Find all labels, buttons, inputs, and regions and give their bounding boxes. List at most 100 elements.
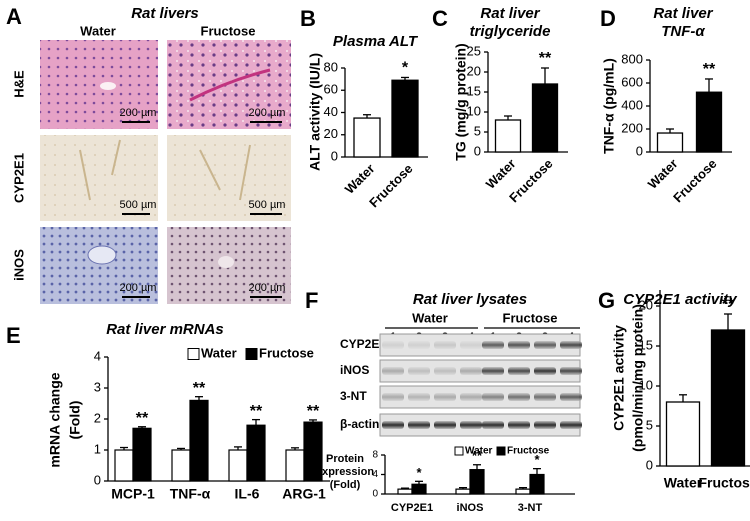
legend-swatch — [187, 348, 200, 360]
significance: * — [416, 465, 422, 480]
group-label: Water — [412, 310, 448, 325]
bar — [228, 449, 248, 482]
y-axis-label: TG (mg/g protein) — [453, 43, 469, 160]
y-tick-label: 4 — [94, 348, 101, 363]
micrograph — [40, 40, 158, 129]
bar — [656, 132, 684, 153]
x-tick-label: CYP2E1 — [391, 502, 433, 514]
row-label: iNOS — [340, 363, 369, 377]
x-tick-label: Fructose — [670, 156, 719, 205]
bar — [469, 469, 485, 495]
y-tick-label: 1 — [94, 441, 101, 456]
scale-label: 200 µm — [249, 282, 286, 294]
chart-title: Plasma ALT — [333, 33, 419, 50]
significance: ** — [703, 61, 716, 78]
chart-title: TNF-α — [661, 23, 705, 40]
panel-letter: B — [300, 6, 316, 31]
band — [460, 341, 482, 349]
bar — [529, 473, 545, 495]
y-tick-label: 20 — [324, 126, 338, 141]
significance: ** — [307, 403, 320, 420]
y-tick-label: 800 — [621, 51, 643, 66]
y-tick-label: 15 — [639, 337, 653, 352]
column-label: Water — [80, 23, 116, 38]
band — [560, 367, 582, 375]
band — [434, 341, 456, 349]
y-tick-label: 600 — [621, 74, 643, 89]
significance: ** — [722, 296, 735, 313]
panel-letter: C — [432, 6, 448, 31]
y-tick-label: 0 — [636, 143, 643, 158]
x-tick-label: Water — [664, 475, 703, 491]
x-tick-label: Water — [645, 156, 681, 192]
y-tick-label: 2 — [94, 410, 101, 425]
band — [482, 421, 504, 429]
y-tick-label: 20 — [639, 297, 653, 312]
significance: ** — [193, 380, 206, 397]
band — [508, 421, 530, 429]
y-tick-label: 400 — [621, 97, 643, 112]
panel-letter: F — [305, 288, 318, 313]
y-tick-label: 20 — [467, 63, 481, 78]
band — [408, 367, 430, 375]
bar — [132, 427, 152, 482]
scale-label: 200 µm — [249, 107, 286, 119]
band — [508, 367, 530, 375]
band — [408, 421, 430, 429]
band — [434, 367, 456, 375]
panel-letter: G — [598, 288, 615, 313]
band — [482, 367, 504, 375]
y-tick-label: 40 — [324, 104, 338, 119]
band — [508, 393, 530, 401]
band — [560, 421, 582, 429]
panel-letter: D — [600, 6, 616, 31]
significance: ** — [136, 410, 149, 427]
y-tick-label: 25 — [467, 43, 481, 58]
y-tick-label: 10 — [467, 103, 481, 118]
row-label: 3-NT — [340, 389, 367, 403]
bar — [246, 424, 266, 482]
micrograph — [40, 135, 158, 221]
y-tick-label: 3 — [94, 379, 101, 394]
column-label: Fructose — [201, 23, 256, 38]
significance: ** — [472, 448, 483, 463]
row-label: iNOS — [11, 249, 26, 281]
band — [534, 341, 556, 349]
band — [460, 421, 482, 429]
bar — [515, 488, 531, 495]
scale-label: 500 µm — [249, 199, 286, 211]
legend-label: Water — [201, 345, 237, 360]
y-tick-label: 10 — [639, 377, 653, 392]
y-tick-label: 5 — [646, 417, 653, 432]
x-tick-label: ARG-1 — [282, 486, 326, 502]
y-tick-label: 80 — [324, 59, 338, 74]
scale-label: 500 µm — [120, 199, 157, 211]
micrograph — [40, 227, 158, 304]
x-tick-label: 3-NT — [518, 502, 543, 514]
scale-label: 200 µm — [120, 282, 157, 294]
band — [482, 393, 504, 401]
x-tick-label: IL-6 — [235, 486, 260, 502]
y-tick-label: 0 — [474, 143, 481, 158]
bar — [455, 488, 471, 495]
x-tick-label: MCP-1 — [111, 486, 155, 502]
band — [534, 421, 556, 429]
y-axis-label: (Fold) — [330, 479, 361, 491]
bar — [531, 83, 559, 153]
y-tick-label: 0 — [94, 472, 101, 487]
band — [534, 367, 556, 375]
micrograph — [167, 135, 291, 221]
panel-letter: A — [6, 4, 22, 29]
legend-label: Water — [465, 446, 493, 457]
band — [534, 393, 556, 401]
legend-swatch — [496, 446, 506, 456]
band — [508, 341, 530, 349]
chart-title: Rat liver — [653, 5, 713, 22]
bar — [397, 488, 413, 495]
x-tick-label: iNOS — [457, 502, 484, 514]
chart-title: Rat liver — [480, 5, 540, 22]
band — [434, 421, 456, 429]
legend-label: Fructose — [507, 446, 550, 457]
band — [460, 367, 482, 375]
